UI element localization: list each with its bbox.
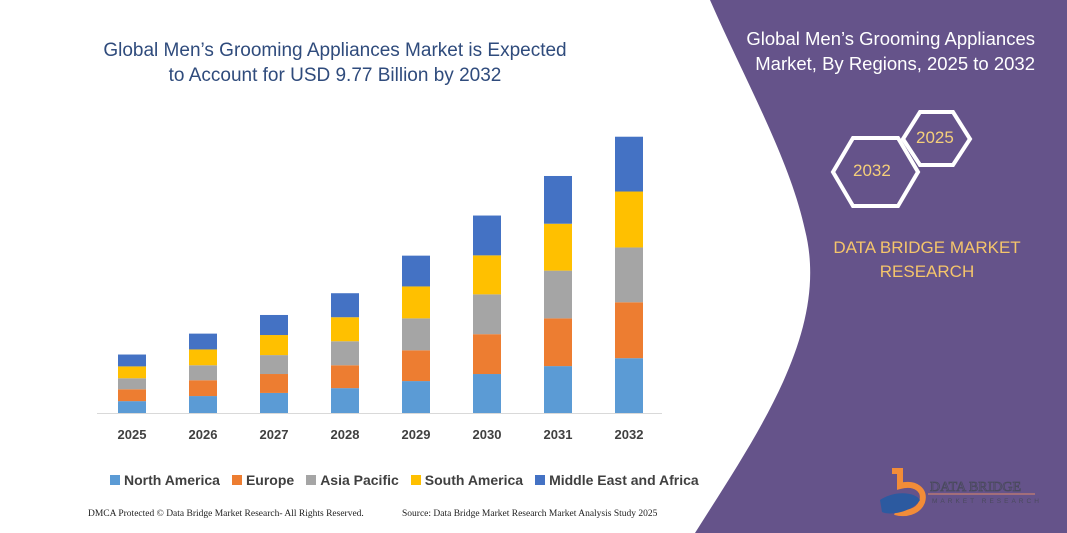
bar-segment-south-america-2028 (331, 317, 359, 342)
legend-swatch (306, 475, 317, 485)
bar-segment-middle-east-and-africa-2027 (260, 314, 288, 336)
bar-segment-north-america-2026 (189, 396, 217, 413)
hexagon-2025 (900, 110, 973, 167)
bar-segment-north-america-2025 (118, 401, 146, 413)
legend-label: Europe (245, 472, 295, 488)
bar-segment-asia-pacific-2032 (615, 247, 643, 303)
bar-segment-north-america-2027 (260, 392, 288, 413)
bar-segment-south-america-2025 (118, 366, 146, 379)
svg-text:MARKET RESEARCH: MARKET RESEARCH (932, 498, 1042, 505)
bar-segment-north-america-2029 (402, 381, 430, 413)
legend-swatch (231, 475, 242, 485)
bar-segment-asia-pacific-2025 (118, 378, 146, 390)
bar-segment-south-america-2031 (544, 223, 572, 271)
bar-segment-asia-pacific-2026 (189, 365, 217, 381)
bar-segment-south-america-2030 (473, 255, 501, 295)
bar-segment-middle-east-and-africa-2025 (118, 354, 146, 367)
footer-copyright: DMCA Protected © Data Bridge Market Rese… (88, 509, 364, 519)
x-tick-label: 2025 (118, 427, 147, 442)
bar-segment-europe-2032 (615, 302, 643, 359)
bar-segment-south-america-2026 (189, 349, 217, 366)
panel-title: Global Men’s Grooming Appliances Market,… (746, 28, 1035, 74)
panel-shape (695, 0, 1067, 533)
legend-label: North America (124, 472, 220, 488)
chart-title: Global Men’s Grooming Appliances Market … (103, 40, 567, 86)
bar-segment-middle-east-and-africa-2026 (189, 333, 217, 350)
legend-item: Europe (231, 472, 295, 488)
bar-segment-middle-east-and-africa-2030 (473, 215, 501, 256)
bar-segment-europe-2028 (331, 365, 359, 389)
bar-segment-south-america-2027 (260, 335, 288, 356)
legend-item: Asia Pacific (306, 472, 399, 488)
bar-segment-asia-pacific-2027 (260, 355, 288, 375)
bar-segment-asia-pacific-2029 (402, 318, 430, 351)
bar-segment-middle-east-and-africa-2028 (331, 293, 359, 318)
bar-segment-south-america-2032 (615, 191, 643, 248)
legend-item: South America (410, 472, 524, 488)
x-tick-label: 2028 (331, 427, 360, 442)
x-tick-label: 2027 (260, 427, 289, 442)
bar-segment-asia-pacific-2031 (544, 270, 572, 319)
bar-segment-north-america-2028 (331, 388, 359, 413)
legend-label: Asia Pacific (320, 472, 399, 488)
bar-segment-europe-2025 (118, 389, 146, 402)
svg-text:DATA BRIDGE: DATA BRIDGE (930, 480, 1021, 495)
bar-segment-asia-pacific-2028 (331, 341, 359, 366)
bar-segment-south-america-2029 (402, 286, 430, 319)
legend-item: North America (110, 472, 220, 488)
legend-swatch (110, 475, 120, 485)
bar-segment-europe-2030 (473, 334, 501, 375)
bar-segment-north-america-2030 (473, 374, 501, 413)
bar-segment-middle-east-and-africa-2031 (544, 175, 572, 224)
footer-source: Source: Data Bridge Market Research Mark… (402, 509, 658, 519)
bar-segment-north-america-2032 (615, 358, 643, 413)
bar-segment-europe-2031 (544, 318, 572, 367)
legend-item: Middle East and Africa (535, 472, 699, 488)
data-bridge-logo: DATA BRIDGE MARKET RESEARCH (880, 468, 1042, 517)
x-tick-label: 2030 (473, 427, 502, 442)
bar-segment-europe-2027 (260, 374, 288, 393)
x-tick-label: 2031 (544, 427, 573, 442)
legend-swatch (410, 475, 421, 485)
bar-segment-asia-pacific-2030 (473, 294, 501, 335)
hex-label-2025: 2025 (916, 128, 954, 147)
bar-segment-middle-east-and-africa-2029 (402, 255, 430, 287)
brand-name: DATA BRIDGE MARKET RESEARCH (833, 238, 1021, 281)
bar-segment-middle-east-and-africa-2032 (615, 136, 643, 192)
bar-segment-europe-2029 (402, 350, 430, 382)
stacked-bar-chart: 2025 2026 2027 2028 2029 2030 2031 2032 (97, 136, 662, 442)
bar-segment-europe-2026 (189, 380, 217, 397)
x-tick-label: 2032 (615, 427, 644, 442)
legend-label: South America (424, 472, 524, 488)
legend-swatch (535, 475, 546, 485)
x-tick-label: 2029 (402, 427, 431, 442)
hexagon-2032 (830, 136, 921, 208)
hex-label-2032: 2032 (853, 161, 891, 180)
x-tick-label: 2026 (189, 427, 218, 442)
legend-label: Middle East and Africa (549, 472, 699, 488)
bar-segment-north-america-2031 (544, 366, 572, 413)
legend: North America Europe Asia Pacific South Ame… (110, 472, 699, 488)
